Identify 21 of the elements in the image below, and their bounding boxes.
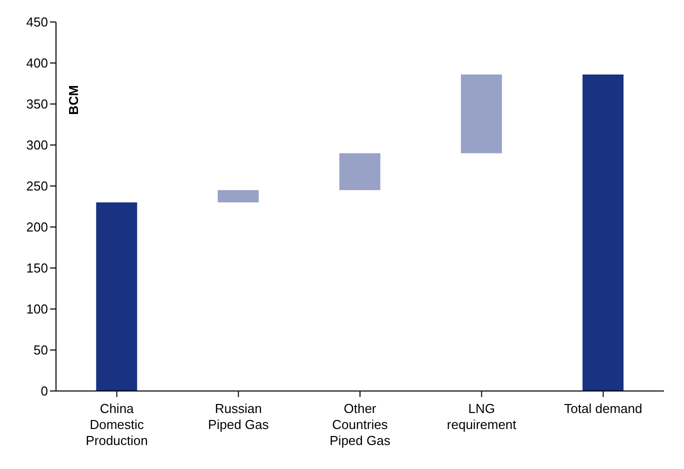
y-tick-label: 250 <box>26 178 48 194</box>
bar <box>582 74 624 391</box>
y-tick-label: 300 <box>26 138 48 153</box>
x-tick-label: China Domestic Production <box>86 401 148 448</box>
y-tick-label: 350 <box>26 96 48 112</box>
x-tick-label: LNG requirement <box>446 401 517 432</box>
y-tick-label: 150 <box>26 260 48 276</box>
y-tick-label: 0 <box>40 384 48 399</box>
y-tick-label: 50 <box>34 342 48 358</box>
x-tick-label: Other Countries Piped Gas <box>330 401 391 448</box>
y-tick-label: 400 <box>26 56 48 71</box>
y-tick-label: 200 <box>26 220 48 235</box>
bar <box>96 202 138 391</box>
y-tick-label: 450 <box>26 14 48 30</box>
y-axis-title: BCM <box>66 85 81 115</box>
x-tick-label: Total demand <box>564 401 642 416</box>
bar <box>460 74 502 154</box>
bar <box>339 153 380 190</box>
x-tick-label: Russian Piped Gas <box>208 401 270 432</box>
bar <box>218 190 259 202</box>
y-tick-label: 100 <box>26 302 48 317</box>
